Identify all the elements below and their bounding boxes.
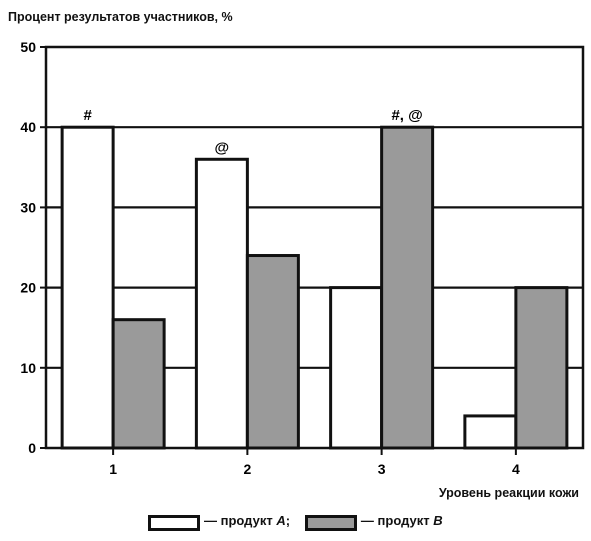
bar-annotation: #, @ bbox=[391, 107, 422, 124]
y-tick-label: 10 bbox=[20, 360, 36, 376]
bar-annotation: # bbox=[83, 107, 92, 124]
bar-product-a-2 bbox=[194, 157, 249, 450]
y-tick-label: 50 bbox=[20, 39, 36, 55]
legend-swatch-product-b bbox=[305, 515, 358, 531]
bar-annotation: @ bbox=[215, 139, 230, 156]
legend-label-product-a: — продукт A; bbox=[204, 513, 291, 528]
y-tick-label: 20 bbox=[20, 280, 36, 296]
x-tick-label: 1 bbox=[109, 461, 117, 477]
bar-product-a-4 bbox=[463, 414, 518, 450]
legend: — продукт A; — продукт B bbox=[0, 513, 591, 531]
plot-frame bbox=[44, 45, 585, 450]
y-tick-label: 30 bbox=[20, 199, 36, 215]
y-tick-label: 40 bbox=[20, 119, 36, 135]
x-tick-label: 2 bbox=[243, 461, 251, 477]
x-axis-title: Уровень реакции кожи bbox=[438, 486, 579, 500]
x-tick-label: 4 bbox=[512, 461, 520, 477]
bar-product-b-1 bbox=[111, 318, 166, 450]
bar-product-a-1 bbox=[60, 125, 115, 450]
bar-product-a-3 bbox=[329, 286, 384, 450]
bar-product-b-3 bbox=[380, 125, 435, 450]
legend-swatch-product-a bbox=[148, 515, 201, 531]
x-tick-label: 3 bbox=[378, 461, 386, 477]
bar-product-b-4 bbox=[514, 286, 569, 450]
y-tick-label: 0 bbox=[28, 440, 36, 456]
legend-label-product-b: — продукт B bbox=[360, 513, 443, 528]
y-axis-title: Процент результатов участников, % bbox=[8, 10, 233, 24]
bar-product-b-2 bbox=[245, 254, 300, 450]
